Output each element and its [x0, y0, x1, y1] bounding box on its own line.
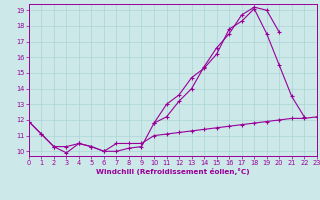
- X-axis label: Windchill (Refroidissement éolien,°C): Windchill (Refroidissement éolien,°C): [96, 168, 250, 175]
